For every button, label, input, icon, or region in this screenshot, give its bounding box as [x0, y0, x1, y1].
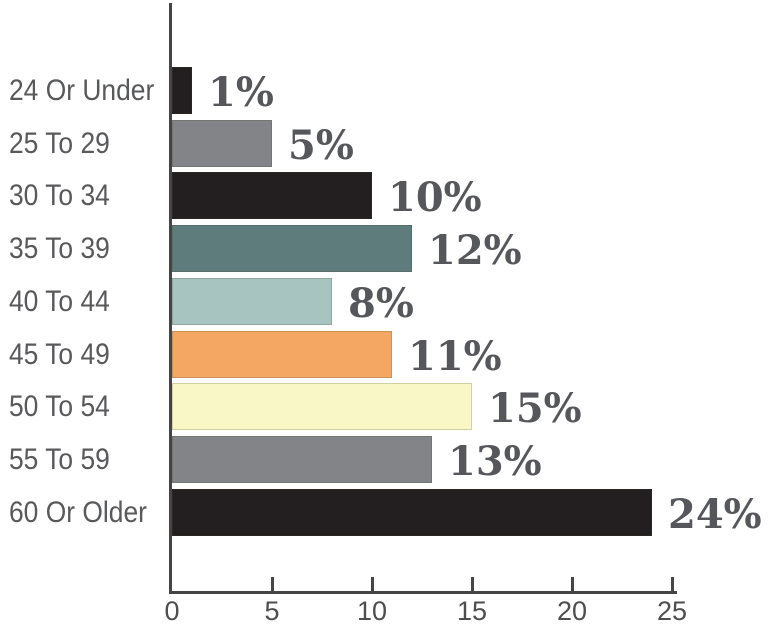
- value-label: 13%: [448, 438, 542, 485]
- bar: [172, 383, 472, 430]
- category-label: 40 To 44: [9, 285, 110, 318]
- value-label: 5%: [288, 122, 354, 169]
- category-label: 55 To 59: [9, 443, 110, 476]
- category-label: 24 Or Under: [9, 74, 155, 107]
- category-label: 30 To 34: [9, 179, 110, 212]
- bar: [172, 120, 272, 167]
- value-label: 24%: [668, 491, 762, 538]
- bar: [172, 331, 392, 378]
- x-tick: [571, 577, 574, 591]
- bar: [172, 67, 192, 114]
- x-tick: [271, 577, 274, 591]
- category-label: 60 Or Older: [9, 496, 147, 529]
- bar: [172, 225, 412, 272]
- x-tick-label: 25: [656, 596, 688, 626]
- value-label: 8%: [348, 280, 414, 327]
- value-label: 15%: [488, 385, 582, 432]
- bar: [172, 278, 332, 325]
- category-label: 50 To 54: [9, 390, 110, 423]
- value-label: 11%: [408, 333, 502, 380]
- bar: [172, 489, 652, 536]
- x-tick: [671, 577, 674, 591]
- x-tick-label: 0: [164, 596, 180, 626]
- y-axis-line: [169, 3, 172, 594]
- bar: [172, 172, 372, 219]
- x-tick-label: 10: [356, 596, 388, 626]
- x-tick-label: 15: [456, 596, 488, 626]
- category-label: 25 To 29: [9, 127, 110, 160]
- x-tick: [371, 577, 374, 591]
- bar: [172, 436, 432, 483]
- x-tick: [471, 577, 474, 591]
- value-label: 10%: [388, 174, 482, 221]
- category-label: 45 To 49: [9, 338, 110, 371]
- value-label: 1%: [208, 69, 274, 116]
- x-axis-line: [169, 591, 677, 594]
- x-tick-label: 5: [264, 596, 280, 626]
- value-label: 12%: [428, 227, 522, 274]
- category-label: 35 To 39: [9, 232, 110, 265]
- x-tick-label: 20: [556, 596, 588, 626]
